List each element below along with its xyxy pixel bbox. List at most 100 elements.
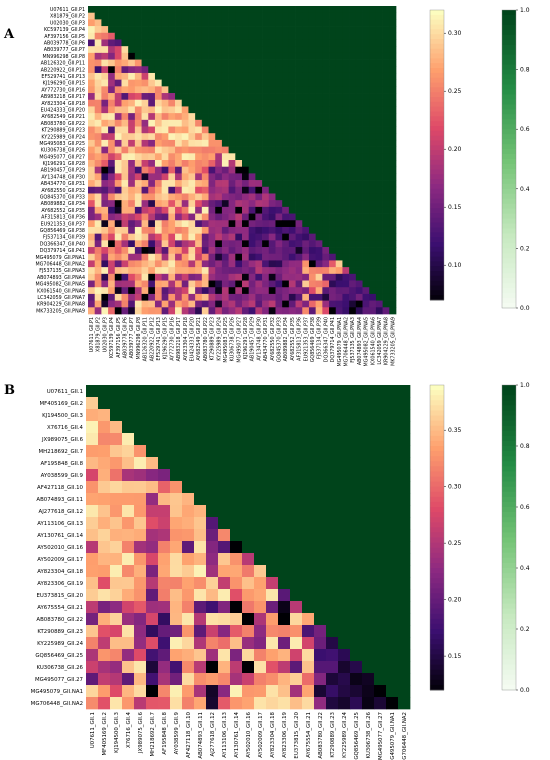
heatmap-cell bbox=[128, 139, 136, 147]
heatmap-cell bbox=[266, 625, 279, 638]
heatmap-cell bbox=[350, 421, 363, 434]
heatmap-cell bbox=[208, 160, 216, 168]
column-label: MG495083_GII.P25 bbox=[223, 317, 229, 363]
heatmap-cell bbox=[114, 166, 122, 174]
heatmap-cell bbox=[350, 493, 363, 506]
heatmap-cell bbox=[342, 59, 350, 67]
heatmap-cell bbox=[374, 457, 387, 470]
heatmap-cell bbox=[369, 260, 377, 268]
heatmap-cell bbox=[262, 26, 270, 34]
heatmap-cell bbox=[362, 685, 375, 698]
heatmap-cell bbox=[315, 300, 323, 308]
heatmap-cell bbox=[88, 66, 96, 74]
row-label: MG706448_GII.PNA2 bbox=[36, 261, 85, 267]
heatmap-cell bbox=[235, 206, 243, 214]
heatmap-cell bbox=[275, 186, 283, 194]
heatmap-cell bbox=[170, 493, 183, 506]
heatmap-cell bbox=[266, 649, 279, 662]
heatmap-cell bbox=[146, 541, 159, 554]
heatmap-cell bbox=[108, 133, 116, 141]
heatmap-cell bbox=[114, 32, 122, 40]
heatmap-cell bbox=[350, 553, 363, 566]
heatmap-cell bbox=[262, 267, 270, 275]
heatmap-cell bbox=[194, 541, 207, 554]
heatmap-cell bbox=[242, 469, 255, 482]
heatmap-cell bbox=[148, 293, 156, 301]
heatmap-cell bbox=[275, 119, 283, 127]
heatmap-cell bbox=[398, 481, 411, 494]
heatmap-cell bbox=[128, 59, 136, 67]
heatmap-cell bbox=[161, 220, 169, 228]
heatmap-cell bbox=[355, 139, 363, 147]
heatmap-cell bbox=[182, 625, 195, 638]
heatmap-cell bbox=[335, 233, 343, 241]
heatmap-cell bbox=[315, 6, 323, 14]
heatmap-cell bbox=[94, 180, 102, 188]
heatmap-cell bbox=[235, 180, 243, 188]
heatmap-cell bbox=[181, 72, 189, 81]
heatmap-cell bbox=[88, 59, 96, 67]
heatmap-cell bbox=[128, 153, 136, 161]
panel-b: B U07611_GII.1MF405169_GII.2KJ194500_GII.… bbox=[4, 382, 530, 760]
heatmap-cell bbox=[268, 220, 276, 228]
heatmap-cell bbox=[262, 226, 270, 235]
column-label: AY675554_GII.21 bbox=[306, 712, 312, 758]
heatmap-cell bbox=[398, 601, 411, 614]
heatmap-cell bbox=[201, 267, 209, 275]
heatmap-cell bbox=[290, 613, 303, 626]
heatmap-cell bbox=[302, 505, 315, 518]
heatmap-cell bbox=[282, 253, 290, 261]
heatmap-cell bbox=[248, 39, 256, 47]
heatmap-cell bbox=[349, 66, 357, 74]
heatmap-cell bbox=[122, 505, 135, 518]
heatmap-cell bbox=[108, 160, 116, 168]
heatmap-cell bbox=[228, 119, 236, 127]
heatmap-cell bbox=[235, 79, 243, 87]
heatmap-cell bbox=[374, 493, 387, 506]
heatmap-cell bbox=[195, 220, 203, 228]
heatmap-cell bbox=[114, 160, 122, 168]
heatmap-cell bbox=[141, 93, 149, 101]
heatmap-cell bbox=[288, 153, 296, 161]
heatmap-cell bbox=[386, 565, 399, 578]
heatmap-cell bbox=[386, 637, 399, 650]
heatmap-cell bbox=[141, 220, 149, 228]
heatmap-cell bbox=[355, 146, 363, 154]
heatmap-cell bbox=[141, 66, 149, 74]
heatmap-cell bbox=[342, 66, 350, 74]
heatmap-cell bbox=[188, 206, 196, 214]
heatmap-cell bbox=[158, 625, 171, 638]
heatmap-cell bbox=[254, 661, 267, 674]
heatmap-cell bbox=[230, 613, 243, 626]
heatmap-cell bbox=[248, 126, 256, 134]
row-label: AB220922_GII.P12 bbox=[41, 67, 85, 73]
heatmap-cell bbox=[342, 39, 350, 47]
row-label: AY038599_GII.9 bbox=[41, 473, 84, 479]
heatmap-cell bbox=[154, 193, 163, 201]
heatmap-cell bbox=[221, 220, 229, 228]
value-colorbar: 0.150.200.250.300.35 bbox=[429, 384, 462, 691]
heatmap-cell bbox=[362, 253, 370, 261]
heatmap-cell bbox=[389, 46, 397, 54]
row-label: AB074893_GII.PNA4 bbox=[37, 275, 85, 281]
row-label: AB039777_GII.P7 bbox=[44, 47, 85, 53]
heatmap-cell bbox=[386, 613, 399, 626]
heatmap-cell bbox=[201, 160, 209, 168]
heatmap-cell bbox=[355, 12, 363, 20]
heatmap-cell bbox=[349, 6, 357, 14]
heatmap-cell bbox=[308, 106, 317, 114]
heatmap-cell bbox=[248, 186, 256, 194]
heatmap-cell bbox=[355, 26, 363, 34]
heatmap-cell bbox=[308, 126, 317, 134]
heatmap-cell bbox=[262, 253, 270, 261]
heatmap-cell bbox=[315, 32, 323, 40]
heatmap-cell bbox=[255, 173, 263, 181]
heatmap-cell bbox=[170, 625, 183, 638]
heatmap-cell bbox=[122, 625, 135, 638]
heatmap-cell bbox=[295, 280, 303, 288]
heatmap-cell bbox=[206, 385, 219, 398]
heatmap-cell bbox=[114, 19, 122, 27]
heatmap-cell bbox=[288, 86, 296, 94]
heatmap-cell bbox=[369, 287, 377, 295]
heatmap-cell bbox=[235, 173, 243, 181]
